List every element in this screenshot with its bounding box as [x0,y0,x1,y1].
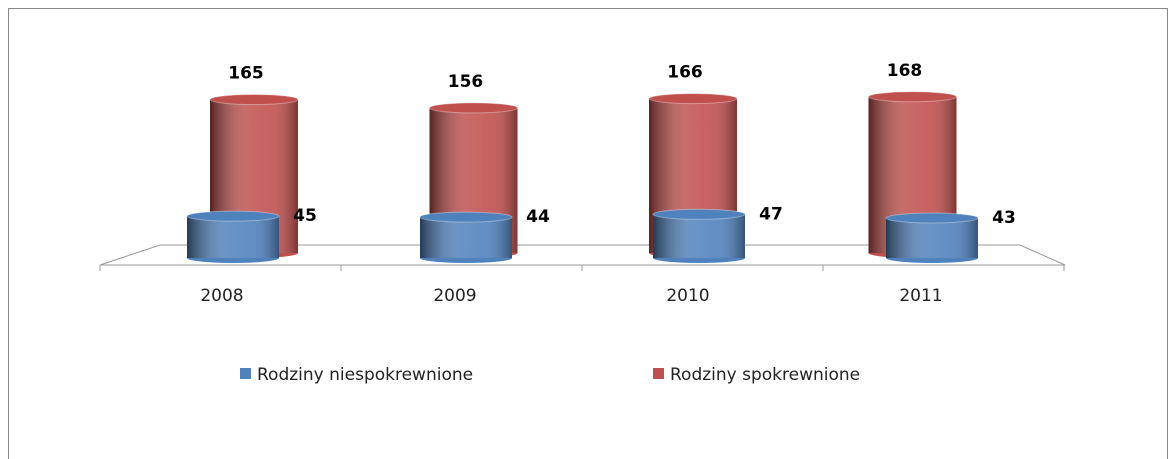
cylinder-top [868,91,957,103]
data-label: 43 [992,208,1016,228]
legend-swatch [240,368,251,379]
cylinder-shade [653,214,745,258]
data-label: 47 [759,204,783,224]
data-label: 156 [448,72,484,92]
x-tick-label: 2009 [433,286,476,306]
x-tick-label: 2010 [666,286,709,306]
cylinder-top [186,210,280,222]
legend-label: Rodziny niespokrewnione [257,365,473,385]
tick-marks [99,265,1065,271]
x-tick-label: 2011 [899,286,942,306]
data-label: 168 [887,61,923,81]
legend-swatch [653,368,664,379]
chart-frame [8,8,1168,459]
x-tick-label: 2008 [200,286,243,306]
cylinder-top [648,93,738,105]
data-label: 45 [293,206,317,226]
cylinder-shade [187,216,279,258]
cylinder-top [419,211,513,223]
legend-label: Rodziny spokrewnione [670,365,860,385]
cylinder-shade [420,217,512,258]
data-label: 44 [526,207,550,227]
cylinder-shade [886,218,978,258]
cylinder-top [209,94,299,106]
data-label: 165 [228,64,264,84]
cylinder-top [885,212,979,224]
cylinder-top [652,208,746,220]
cylinder-top [429,102,518,114]
data-label: 166 [667,63,703,83]
